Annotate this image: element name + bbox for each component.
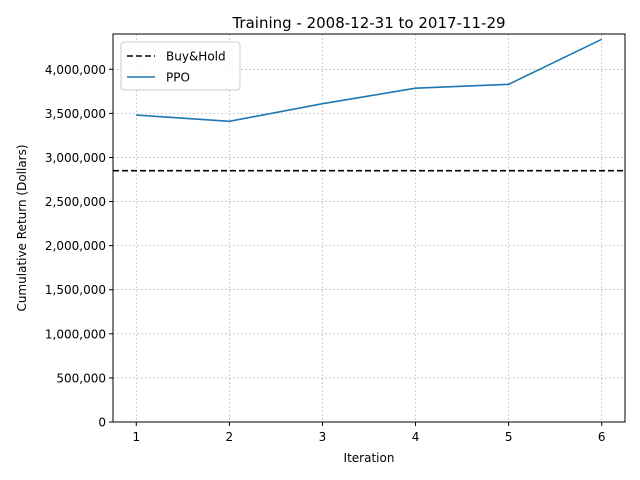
- legend: Buy&Hold PPO: [120, 41, 241, 91]
- y-tick-label: 1,000,000: [45, 327, 106, 341]
- x-tick-label: 2: [226, 430, 234, 444]
- x-tick-label: 4: [412, 430, 420, 444]
- plot-frame: [112, 33, 626, 423]
- y-tick-label: 2,500,000: [45, 195, 106, 209]
- y-axis-ticks: 0 500,000 1,000,000 1,500,000 2,000,000 2,500…: [45, 63, 113, 430]
- legend-label-buy-hold: Buy&Hold: [166, 50, 226, 64]
- x-tick-label: 5: [505, 430, 513, 444]
- legend-label-ppo: PPO: [166, 71, 190, 85]
- series-lines: [136, 38, 603, 123]
- x-axis-label: Iteration: [344, 451, 395, 465]
- x-tick-label: 3: [319, 430, 327, 444]
- y-tick-label: 4,000,000: [45, 63, 106, 77]
- ppo-series-line: [136, 38, 603, 123]
- y-tick-label: 3,500,000: [45, 107, 106, 121]
- x-axis-ticks: 1 2 3 4 5 6: [132, 422, 606, 444]
- chart-title: Training - 2008-12-31 to 2017-11-29: [231, 14, 505, 32]
- y-tick-label: 2,000,000: [45, 239, 106, 253]
- y-tick-label: 500,000: [56, 371, 106, 385]
- y-tick-label: 0: [98, 416, 106, 430]
- y-axis-label: Cumulative Return (Dollars): [15, 144, 29, 311]
- y-tick-label: 3,000,000: [45, 151, 106, 165]
- legend-box: [120, 41, 241, 91]
- x-tick-label: 1: [132, 430, 140, 444]
- y-tick-label: 1,500,000: [45, 283, 106, 297]
- x-tick-label: 6: [598, 430, 606, 444]
